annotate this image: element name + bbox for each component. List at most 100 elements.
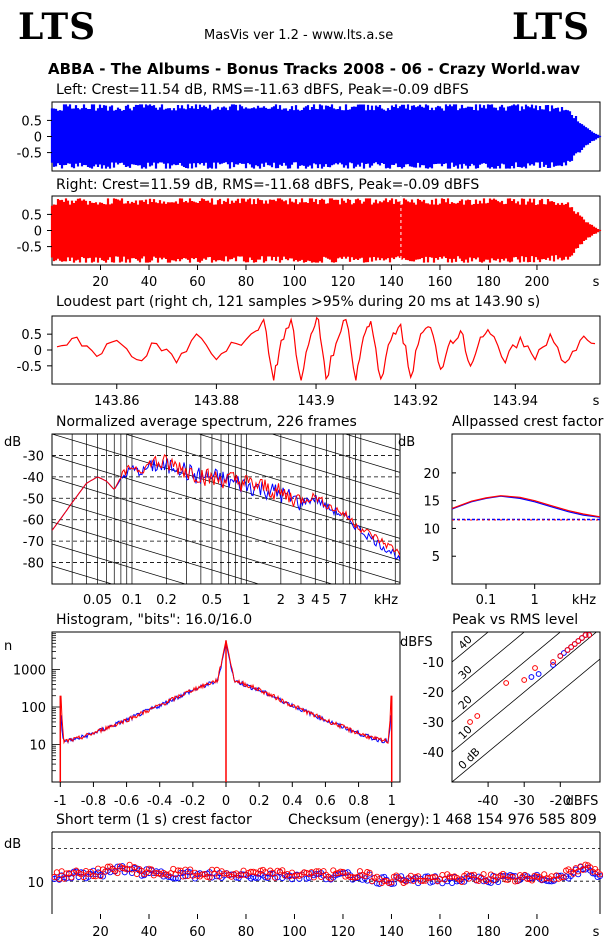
peak-rms-xlabel: dBFS	[566, 794, 599, 809]
right-wave-xtick-label: 100	[282, 275, 307, 290]
crest-xtick-label: 200	[525, 925, 550, 940]
histogram-xtick-label: 0.8	[348, 794, 369, 809]
crest-point-right	[502, 876, 509, 883]
right-wave-ytick-label: 0.5	[21, 208, 42, 223]
peak-rms-point-left	[528, 674, 535, 680]
histogram-line-right	[60, 640, 392, 745]
loudest-ytick-label: 0.5	[21, 328, 42, 343]
crest-point-left	[99, 873, 106, 880]
spectrum-diagonal	[52, 477, 400, 583]
peak-rms-point-right	[582, 632, 589, 638]
peak-rms-diag-label: 10	[456, 723, 475, 742]
spectrum-diagonal	[52, 543, 187, 584]
spectrum-diagonal	[52, 565, 114, 584]
right-wave-xtick-label: 120	[331, 275, 356, 290]
loudest-xtick-label: 143.94	[493, 394, 539, 409]
crest-point-right	[499, 870, 507, 878]
right-wave-xunit: s	[593, 275, 600, 290]
spectrum-diagonal	[52, 280, 400, 384]
histogram-xtick-label: -0.8	[81, 794, 106, 809]
spectrum-xtick-label: 4	[311, 593, 319, 608]
crest-point-right	[133, 870, 140, 878]
loudest-title: Loudest part (right ch, 121 samples >95%…	[56, 294, 541, 310]
allpassed-line-right	[451, 495, 601, 518]
peak-rms-point-left	[561, 650, 567, 656]
crest-point-right	[579, 866, 587, 873]
spectrum-diagonal	[52, 434, 400, 539]
left-wave-ytick-label: -0.5	[17, 147, 42, 162]
right-wave-xtick-label: 80	[238, 275, 255, 290]
spectrum-xtick-label: 0.1	[122, 593, 143, 608]
spectrum-xtick-label: 0.2	[156, 593, 177, 608]
peak-rms-ytick-label: -20	[423, 686, 444, 701]
histogram-ytick-label: 100	[21, 701, 46, 716]
crest-point-right	[187, 866, 194, 873]
crest-point-right	[509, 873, 516, 881]
spectrum-xtick-label: 2	[277, 593, 285, 608]
histogram-xtick-label: 1	[388, 794, 396, 809]
histogram-xtick-label: 0.6	[315, 794, 336, 809]
spectrum-ytick-label: -30	[23, 449, 44, 464]
peak-rms-ytick-label: -30	[423, 716, 444, 731]
crest-point-right	[514, 877, 521, 884]
crest-xtick-label: 120	[331, 925, 356, 940]
histogram-xtick-label: -1	[54, 794, 67, 809]
loudest-xtick-label: 143.86	[94, 394, 140, 409]
crest-point-right	[53, 869, 60, 876]
crest-point-right	[560, 874, 567, 881]
left-wave-ytick-label: 0.5	[21, 114, 42, 129]
spectrum-ytick-label: -80	[23, 557, 44, 572]
crest-point-right	[529, 877, 536, 884]
crest-point-right	[104, 863, 111, 870]
peak-rms-diagonal	[452, 632, 598, 753]
crest-point-right	[63, 870, 70, 877]
histogram-xtick-label: 0	[222, 794, 230, 809]
crest-point-right	[313, 868, 320, 875]
histogram-ylabel: n	[4, 639, 12, 654]
peak-rms-title: Peak vs RMS level	[452, 612, 579, 628]
crest-point-right	[364, 869, 371, 876]
crest-point-right	[429, 874, 436, 881]
crest-point-right	[596, 871, 604, 878]
crest-xtick-label: 180	[476, 925, 501, 940]
peak-rms-ytick-label: -10	[423, 656, 444, 671]
loudest-xtick-label: 143.88	[194, 394, 240, 409]
spectrum-xtick-label: 7	[339, 593, 347, 608]
crest-point-right	[558, 874, 565, 881]
crest-xtick-label: 160	[428, 925, 453, 940]
allpassed-line-left	[451, 495, 601, 518]
crest-point-right	[272, 874, 279, 881]
crest-point-right	[126, 861, 133, 868]
allpassed-ylabel: dB	[398, 435, 415, 450]
crest-point-right	[90, 872, 97, 880]
checksum-value: 1 468 154 976 585 809	[432, 812, 597, 828]
allpassed-xunit: kHz	[572, 593, 596, 608]
spectrum-diagonal	[52, 455, 400, 561]
spectrum-diagonal	[52, 499, 334, 584]
histogram-xtick-label: -0.4	[147, 794, 172, 809]
crest-point-right	[199, 871, 206, 878]
right-wave-xtick-label: 140	[379, 275, 404, 290]
peak-rms-point-left	[535, 671, 542, 677]
crest-point-right	[310, 874, 317, 881]
spectrum-ylabel: dB	[4, 435, 21, 450]
crest-point-right	[582, 861, 589, 868]
checksum-label: Checksum (energy):	[288, 812, 430, 828]
crest-point-right	[240, 867, 247, 874]
crest-xtick-label: 80	[238, 925, 255, 940]
spectrum-frame	[51, 433, 401, 585]
peak-rms-point-right	[474, 713, 481, 719]
spectrum-diagonal	[52, 302, 400, 406]
allpassed-xtick-label: 0.1	[476, 593, 497, 608]
crest-point-right	[279, 867, 286, 874]
right-wave-ytick-label: 0	[34, 225, 42, 240]
peak-rms-diag-label: 30	[456, 663, 475, 682]
crest-point-right	[97, 873, 104, 880]
loudest-xtick-label: 143.9	[297, 394, 334, 409]
spectrum-xtick-label: 5	[322, 593, 330, 608]
app-title: MasVis ver 1.2 - www.lts.a.se	[204, 28, 394, 43]
histogram-title: Histogram, "bits": 16.0/16.0	[56, 612, 253, 628]
spectrum-line-right	[52, 454, 400, 557]
peak-rms-point-right	[550, 659, 556, 665]
peak-rms-xtick-label: -40	[477, 794, 498, 809]
